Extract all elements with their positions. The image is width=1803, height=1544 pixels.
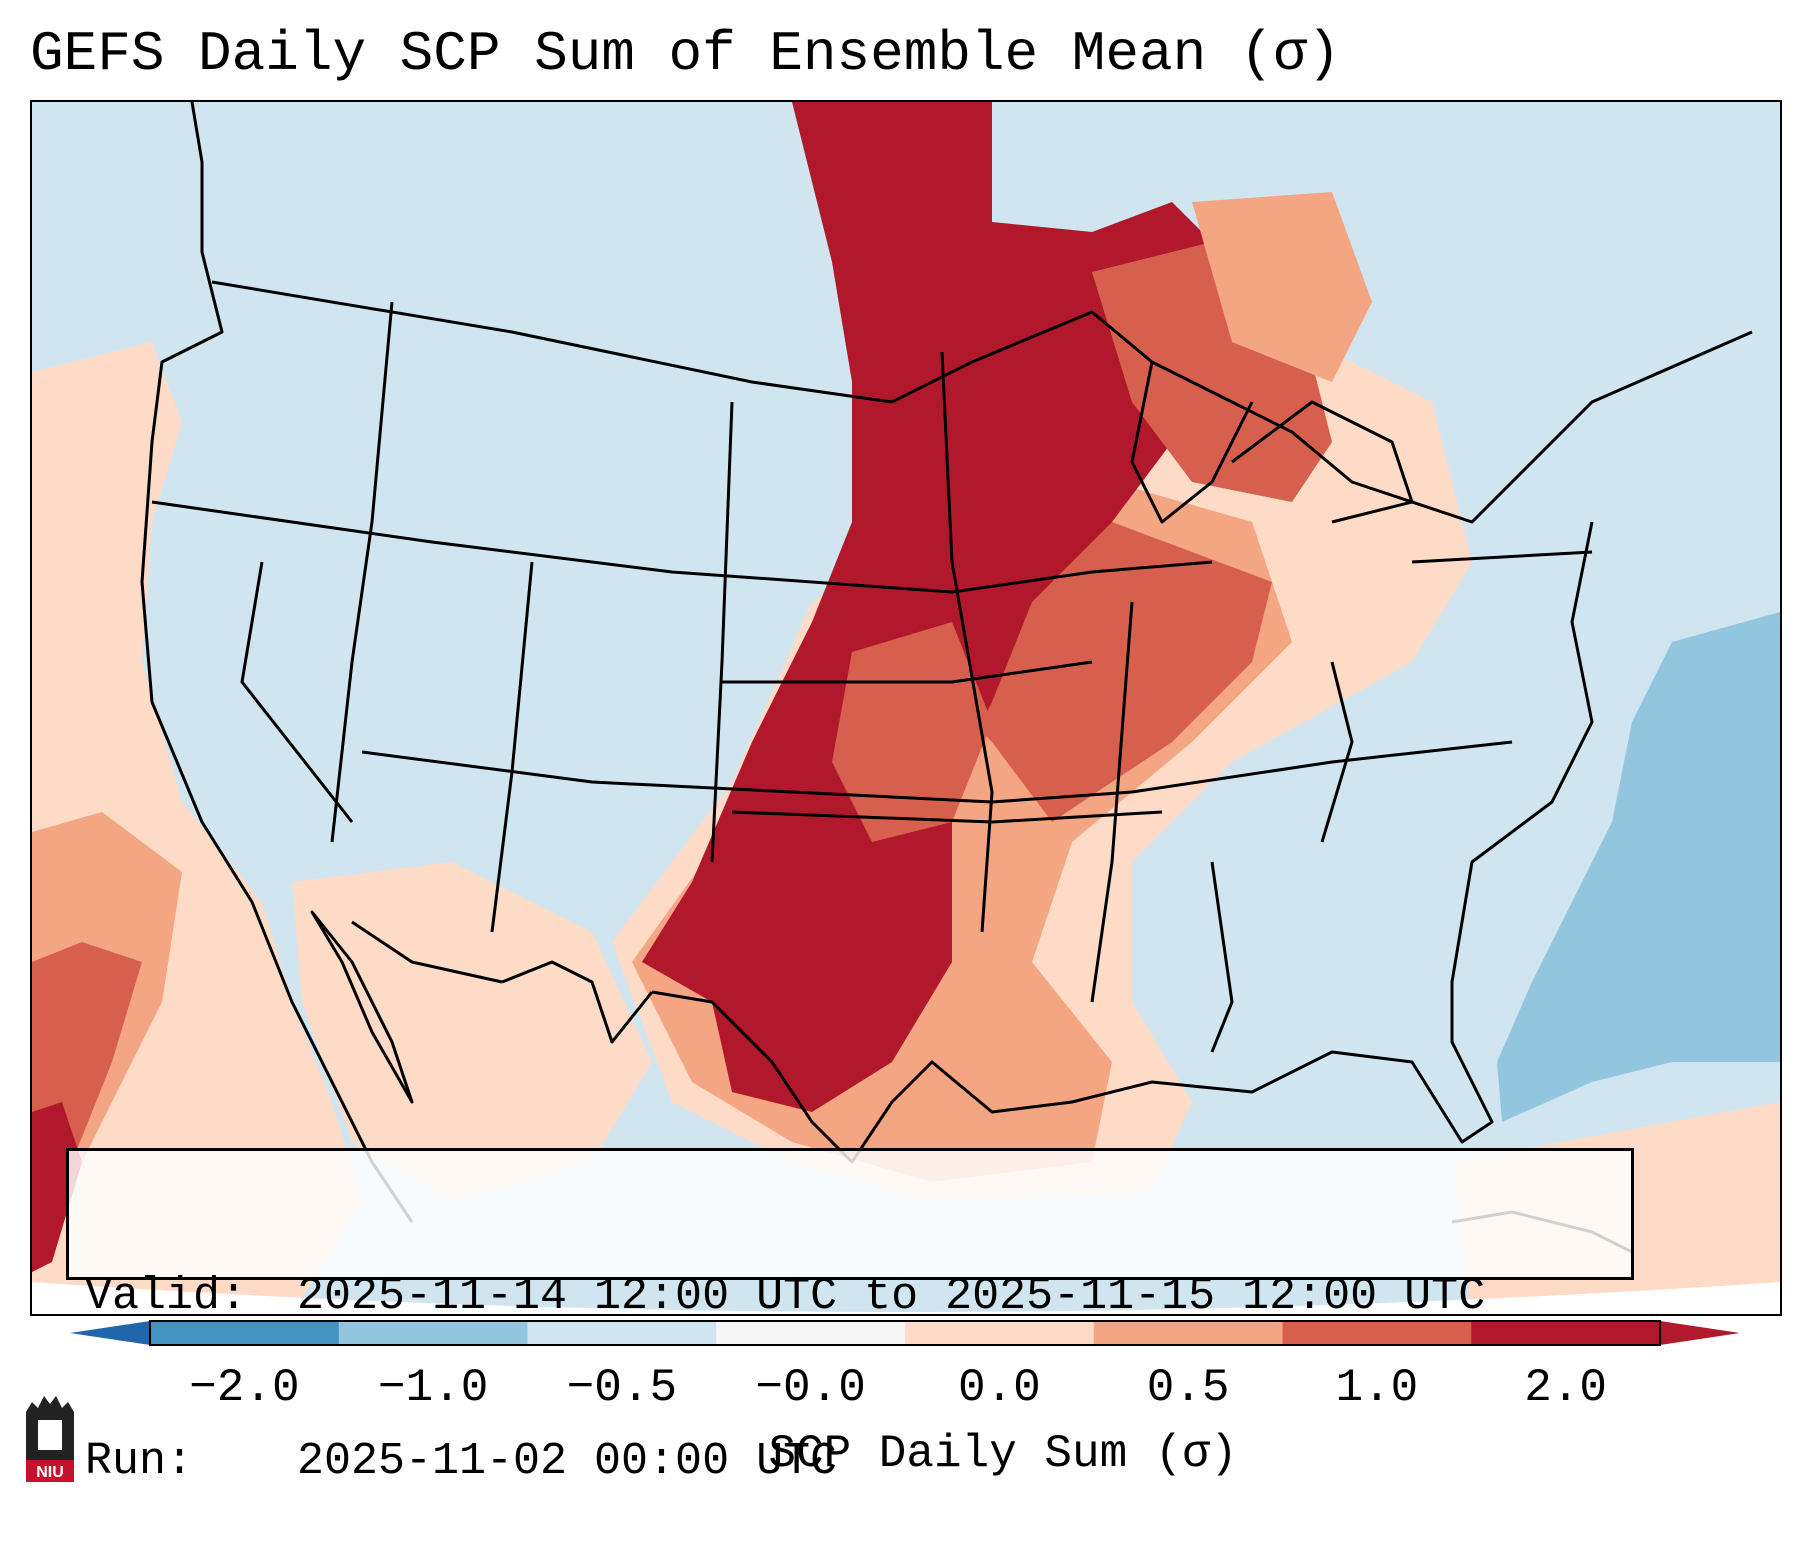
atlantic-negative-region (1497, 612, 1780, 1122)
valid-run-info-box: Valid: 2025-11-14 12:00 UTC to 2025-11-15… (66, 1148, 1634, 1487)
valid-label: Valid: (85, 1271, 248, 1322)
run-value: 2025-11-02 00:00 UTC (297, 1436, 838, 1487)
logo-window (38, 1420, 62, 1450)
northern-border-east (891, 310, 1753, 524)
georgia-line (1210, 861, 1234, 1053)
colorbar-segment (527, 1321, 717, 1345)
colorbar-segment (338, 1321, 528, 1345)
colorbar-tick-label: 2.0 (1524, 1362, 1608, 1414)
baja-peninsula (310, 910, 414, 1104)
west-coastline (140, 102, 414, 1223)
colorbar-segment (716, 1321, 906, 1345)
valid-value: 2025-11-14 12:00 UTC to 2025-11-15 12:00… (297, 1271, 1486, 1322)
mississippi-line (940, 351, 994, 933)
great-lakes-outline (1130, 361, 1254, 524)
eastern-state-line (1090, 601, 1134, 1003)
borders (140, 102, 1753, 1254)
colorbar-segment (1282, 1321, 1472, 1345)
mountain-state-line (490, 561, 534, 933)
northern-state-line (151, 500, 1213, 594)
colorbar-label: SCP Daily Sum (σ) (768, 1428, 1238, 1480)
projection-edge (32, 1282, 1780, 1314)
scp-map (32, 102, 1780, 1314)
western-state-lines (330, 301, 394, 843)
colorbar-tick-label: −0.0 (755, 1362, 866, 1414)
colorbar-tick-label: 0.5 (1146, 1362, 1230, 1414)
niu-logo-icon: NIU (26, 1396, 74, 1482)
colorbar-tick-label: 1.0 (1335, 1362, 1419, 1414)
central-state-line (361, 740, 1513, 804)
logo-text: NIU (36, 1464, 64, 1481)
plains-strong-patch (832, 622, 992, 842)
colorbar-segment (1093, 1321, 1283, 1345)
canada-moderate-region (1192, 192, 1372, 382)
great-lakes-strong-region (1092, 242, 1332, 502)
colorbar-outline (149, 1320, 1661, 1346)
extreme-corridor-region (642, 102, 1272, 1112)
map-title: GEFS Daily SCP Sum of Ensemble Mean (σ) (30, 22, 1341, 86)
colorbar-tick-label: −1.0 (377, 1362, 489, 1414)
plains-state-line (710, 401, 734, 863)
map-panel (30, 100, 1782, 1316)
us-canada-border (211, 280, 893, 404)
colorbar-tick-label: −0.5 (566, 1362, 678, 1414)
rio-grande-border (501, 960, 654, 1044)
colorbar-segment (1471, 1321, 1661, 1345)
oklahoma-border (731, 810, 1163, 824)
southwest-positive-region (292, 862, 652, 1202)
mexico-border (351, 920, 503, 984)
colorbar (70, 1320, 1740, 1346)
appalachian-line (1320, 661, 1354, 843)
colorbar-tick-label: 0.0 (957, 1362, 1041, 1414)
pennsylvania-line (1411, 550, 1593, 564)
colorbar-extend-high (1660, 1321, 1740, 1345)
run-label: Run: (85, 1436, 194, 1487)
nevada-border (240, 561, 354, 823)
lake-erie-ontario (1231, 400, 1414, 524)
kansas-border (722, 660, 1093, 684)
east-gulf-coastline (651, 521, 1594, 1164)
colorbar-segment (150, 1321, 340, 1345)
pacific-extreme-region (32, 1102, 82, 1272)
colorbar-extend-low (70, 1321, 150, 1345)
colorbar-tick-label: −2.0 (189, 1362, 300, 1414)
logo-band (26, 1460, 74, 1482)
colorbar-segment (905, 1321, 1095, 1345)
